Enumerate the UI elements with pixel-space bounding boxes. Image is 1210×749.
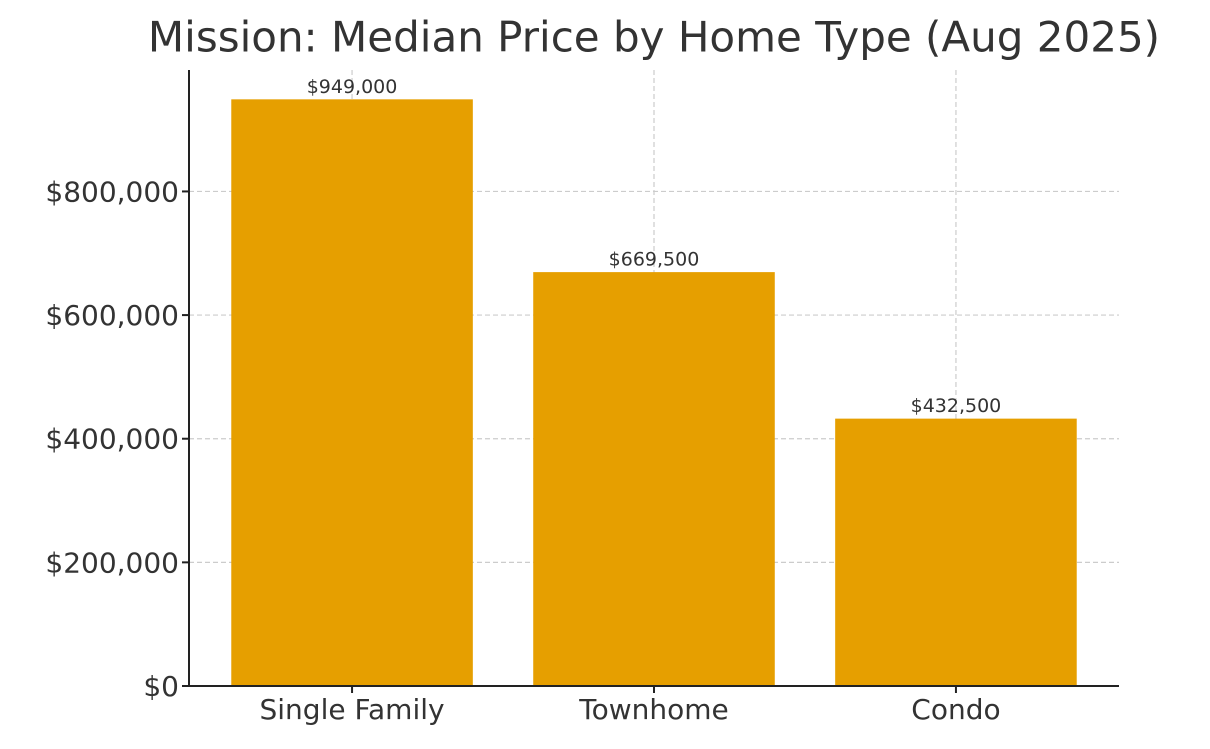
x-tick-label: Condo bbox=[911, 693, 1000, 726]
bar bbox=[231, 99, 473, 687]
bar bbox=[533, 272, 775, 686]
value-label: $432,500 bbox=[911, 395, 1002, 417]
bar bbox=[835, 418, 1077, 686]
y-tick-label: $0 bbox=[143, 670, 179, 703]
y-tick-label: $600,000 bbox=[45, 299, 179, 332]
y-tick-label: $800,000 bbox=[45, 175, 179, 208]
chart-title: Mission: Median Price by Home Type (Aug … bbox=[148, 13, 1160, 62]
value-label: $949,000 bbox=[307, 76, 398, 98]
x-tick-label: Single Family bbox=[260, 693, 445, 726]
y-tick-label: $400,000 bbox=[45, 423, 179, 456]
value-label: $669,500 bbox=[609, 249, 700, 271]
x-tick-label: Townhome bbox=[578, 693, 729, 726]
y-tick-label: $200,000 bbox=[45, 546, 179, 579]
